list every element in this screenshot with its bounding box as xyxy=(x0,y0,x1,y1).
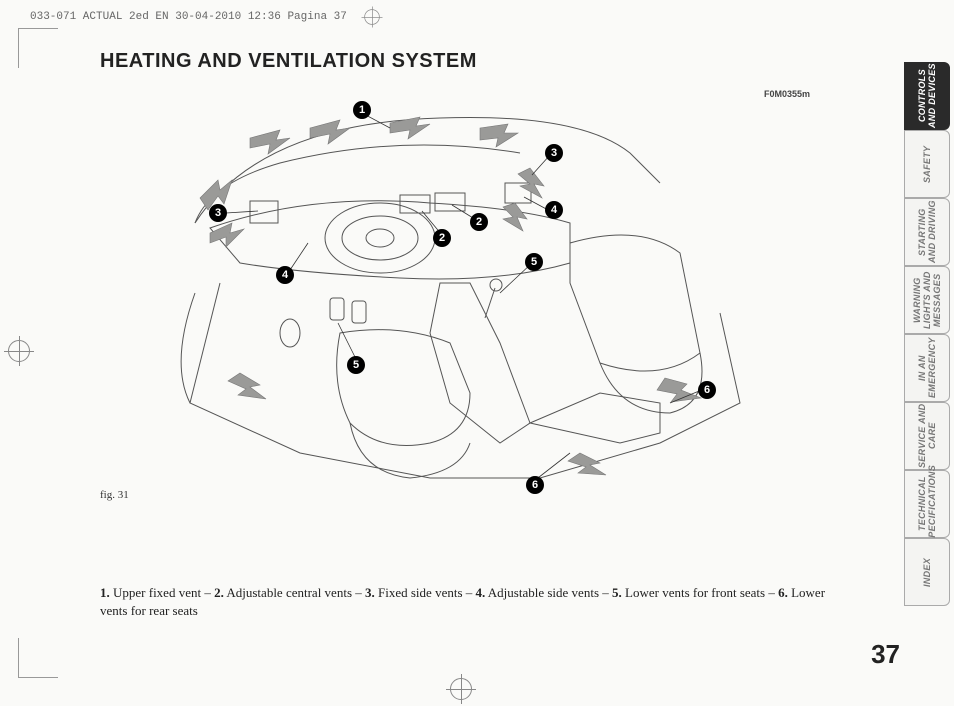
caption-key: 4. xyxy=(476,585,486,600)
page-number: 37 xyxy=(871,639,900,670)
crop-mark-icon xyxy=(18,28,58,68)
callout-marker: 2 xyxy=(470,213,488,231)
caption-key: 3. xyxy=(365,585,375,600)
interior-diagram-svg xyxy=(100,83,780,483)
callout-marker: 3 xyxy=(209,204,227,222)
callout-marker: 6 xyxy=(698,381,716,399)
callout-marker: 2 xyxy=(433,229,451,247)
register-mark-icon xyxy=(8,340,30,362)
section-tab[interactable]: WARNING LIGHTS AND MESSAGES xyxy=(904,266,950,334)
callout-marker: 5 xyxy=(347,356,365,374)
callout-marker: 4 xyxy=(276,266,294,284)
figure: F0M0355m xyxy=(100,83,780,483)
caption-text: Adjustable central vents – xyxy=(224,585,365,600)
callout-marker: 3 xyxy=(545,144,563,162)
caption-text: Lower vents for front seats – xyxy=(622,585,778,600)
caption-text: Fixed side vents – xyxy=(375,585,476,600)
callout-marker: 1 xyxy=(353,101,371,119)
page-title: HEATING AND VENTILATION SYSTEM xyxy=(100,50,910,73)
caption-text: Adjustable side vents – xyxy=(485,585,612,600)
caption-key: 1. xyxy=(100,585,110,600)
register-mark-icon xyxy=(364,9,379,24)
section-tab[interactable]: TECHNICAL SPECIFICATIONS xyxy=(904,470,950,538)
caption-text: Upper fixed vent – xyxy=(110,585,214,600)
figure-caption: 1. Upper fixed vent – 2. Adjustable cent… xyxy=(100,584,830,620)
caption-key: 5. xyxy=(612,585,622,600)
print-header-text: 033-071 ACTUAL 2ed EN 30-04-2010 12:36 P… xyxy=(30,11,347,23)
page-content: HEATING AND VENTILATION SYSTEM F0M0355m xyxy=(60,50,910,670)
caption-key: 2. xyxy=(214,585,224,600)
figure-label: fig. 31 xyxy=(100,489,910,501)
section-tab[interactable]: INDEX xyxy=(904,538,950,606)
caption-key: 6. xyxy=(778,585,788,600)
callout-marker: 4 xyxy=(545,201,563,219)
section-tab[interactable]: IN AN EMERGENCY xyxy=(904,334,950,402)
print-header: 033-071 ACTUAL 2ed EN 30-04-2010 12:36 P… xyxy=(30,6,383,28)
crop-mark-icon xyxy=(18,638,58,678)
section-tab[interactable]: STARTING AND DRIVING xyxy=(904,198,950,266)
section-tab[interactable]: SERVICE AND CARE xyxy=(904,402,950,470)
register-mark-icon xyxy=(450,678,472,700)
section-tab[interactable]: CONTROLS AND DEVICES xyxy=(904,62,950,130)
section-tab[interactable]: SAFETY xyxy=(904,130,950,198)
callout-marker: 6 xyxy=(526,476,544,494)
section-tabs: CONTROLS AND DEVICESSAFETYSTARTING AND D… xyxy=(904,62,950,606)
callout-marker: 5 xyxy=(525,253,543,271)
